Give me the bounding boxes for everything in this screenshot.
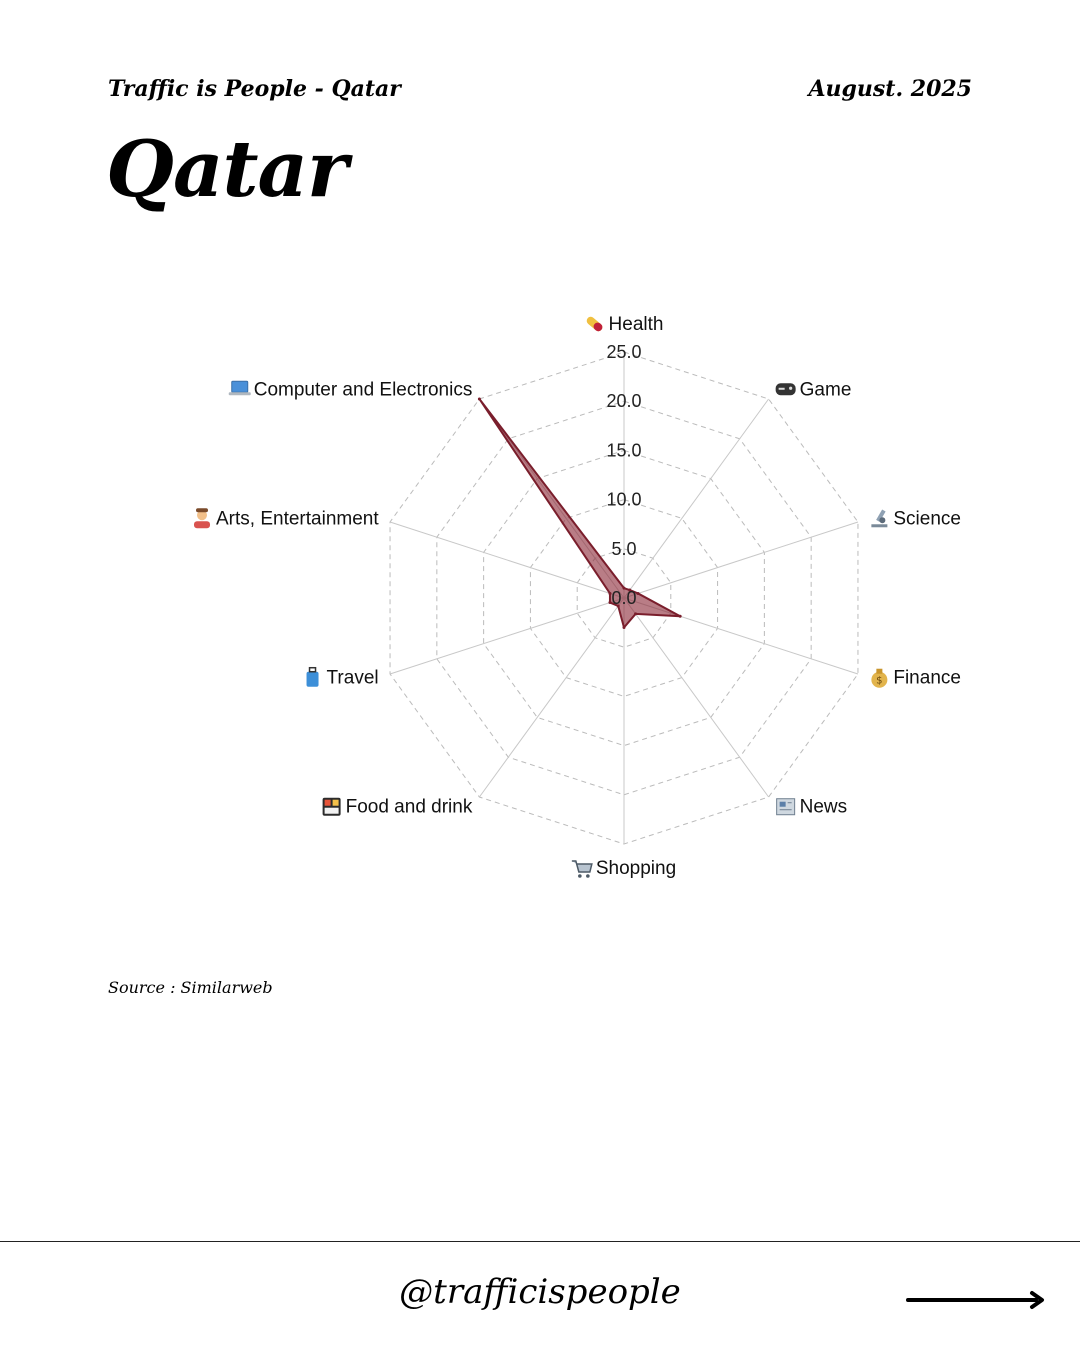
svg-text:Game: Game	[800, 379, 852, 400]
radar-spoke	[623, 398, 769, 599]
svg-text:Shopping: Shopping	[596, 858, 676, 879]
category-label: News	[776, 797, 848, 818]
shopping-cart-icon	[571, 860, 593, 878]
tick-label: 20.0	[606, 391, 641, 411]
footer-handle[interactable]: @trafficispeople	[399, 1272, 681, 1312]
bento-box-icon	[322, 797, 341, 816]
source-note: Source : Similarweb	[108, 978, 273, 997]
footer-divider	[0, 1241, 1080, 1242]
luggage-icon	[306, 666, 319, 687]
data-point	[616, 604, 620, 608]
svg-text:Food and drink: Food and drink	[346, 797, 473, 818]
tick-label: 15.0	[606, 440, 641, 460]
category-label: Game	[775, 379, 852, 400]
svg-text:Computer and Electronics: Computer and Electronics	[254, 379, 473, 400]
money-bag-icon: $	[871, 668, 888, 688]
next-arrow-icon[interactable]	[906, 1287, 1048, 1313]
radar-tick-labels: 0.0 5.0 10.0 15.0 20.0 25.0	[606, 342, 641, 608]
svg-text:Health: Health	[609, 314, 664, 335]
category-label: Finance $	[871, 668, 961, 689]
data-point	[608, 601, 612, 605]
svg-text:Finance: Finance	[893, 668, 961, 689]
series-area	[478, 397, 682, 629]
category-label: Food and drink	[322, 797, 473, 818]
pill-icon	[586, 316, 603, 332]
svg-text:Arts, Entertainment: Arts, Entertainment	[216, 508, 379, 529]
data-point	[636, 591, 640, 595]
data-point	[634, 612, 638, 616]
radar-spoke	[389, 521, 625, 599]
radar-spoke	[389, 597, 625, 675]
category-label: Science	[871, 508, 961, 529]
radar-category-labels: Health Game Science Finance $ News Shopping Foo…	[194, 314, 961, 879]
grid-ring	[436, 400, 812, 796]
svg-text:Science: Science	[893, 508, 961, 529]
radar-spoke	[623, 597, 769, 798]
data-point	[622, 626, 626, 630]
data-point	[622, 586, 626, 590]
radar-spoke	[479, 597, 625, 798]
artist-icon	[194, 508, 211, 529]
grid-ring	[576, 548, 672, 648]
data-point	[608, 591, 612, 595]
svg-text:$: $	[876, 676, 882, 687]
category-label: Health	[586, 314, 664, 335]
svg-text:Travel: Travel	[327, 668, 379, 689]
date-label: August. 2025	[808, 76, 972, 102]
series-title: Traffic is People - Qatar	[108, 76, 401, 102]
svg-text:News: News	[800, 797, 848, 818]
microscope-icon	[871, 509, 888, 528]
tick-label: 5.0	[611, 539, 636, 559]
page-title: Qatar	[106, 124, 348, 215]
tick-label: 25.0	[606, 342, 641, 362]
laptop-icon	[228, 380, 251, 396]
category-label: Arts, Entertainment	[194, 508, 379, 529]
radar-chart: 0.0 5.0 10.0 15.0 20.0 25.0 Health Game Science…	[194, 314, 961, 879]
category-label: Travel	[306, 666, 379, 689]
tick-label: 0.0	[611, 588, 636, 608]
category-label: Computer and Electronics	[228, 379, 473, 400]
data-point	[628, 588, 632, 592]
category-label: Shopping	[571, 858, 676, 879]
data-point	[477, 397, 481, 401]
data-point	[678, 614, 682, 618]
grid-ring	[483, 449, 765, 747]
grid-ring	[529, 499, 719, 697]
game-controller-icon	[775, 383, 796, 396]
radar-spoke	[623, 521, 859, 599]
tick-label: 10.0	[606, 490, 641, 510]
radar-data	[477, 397, 682, 630]
newspaper-icon	[776, 798, 796, 816]
